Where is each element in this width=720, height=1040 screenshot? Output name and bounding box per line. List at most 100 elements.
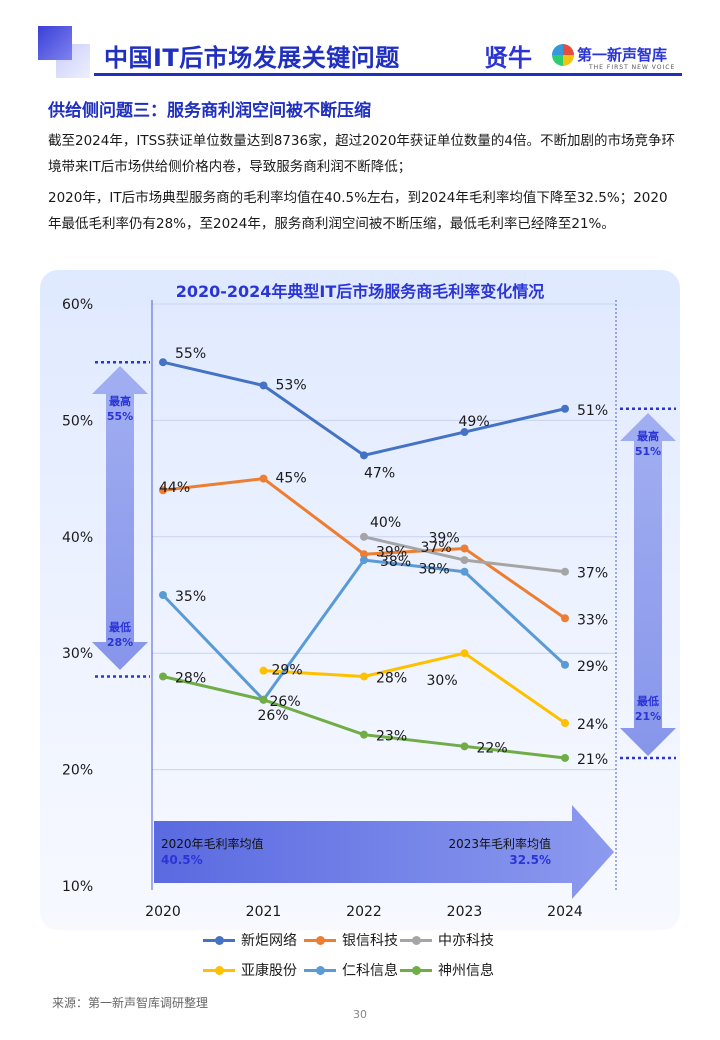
data-point [159,486,167,495]
paragraph-2: 2020年，IT后市场典型服务商的毛利率均值在40.5%左右，到2024年毛利率… [48,190,668,232]
legend-label: 仁科信息 [342,963,398,979]
data-point [360,451,368,460]
data-label: 39% [429,530,460,546]
data-label: 21% [577,752,608,768]
x-tick-label: 2021 [246,904,282,920]
avg-2020-value: 40.5% [161,853,203,867]
average-arrow: 2020年毛利率均值 40.5% 2023年毛利率均值 32.5% [154,805,614,899]
right-double-arrow [620,413,676,756]
legend-label: 银信科技 [342,933,398,949]
series-line [162,477,566,620]
data-point [360,730,368,739]
data-point [159,358,167,367]
page-title: 中国IT后市场发展关键问题 [104,44,400,72]
data-point [360,672,368,681]
legend-swatch [304,933,336,947]
legend-swatch [400,963,432,977]
chart-axes: 10% 20% 30% 40% 50% 60% 2020 2021 2022 2023 2024 [62,297,583,920]
data-label: 38% [380,554,411,570]
data-point [259,381,268,390]
page-number: 30 [353,1008,367,1021]
series-labels: 55% 53% 47% 49% 51% 44% 45% 39% 39% 33% 40% 37% 37% 2… [159,346,608,768]
data-point [460,742,469,751]
legend-item: 银信科技 [304,930,398,950]
brand-primary: 贤牛 [484,44,532,72]
y-tick-label: 40% [62,530,93,546]
left-high-label: 最高 [109,394,131,408]
data-label: 40% [370,515,401,531]
right-low-value: 21% [635,710,661,723]
title-underline [94,73,682,76]
data-point [259,474,268,483]
right-high-value: 51% [635,445,661,458]
data-point [561,567,569,576]
data-point [460,544,469,553]
line-chart: 2020年毛利率均值 40.5% 2023年毛利率均值 32.5% 最高 55% 最低 28… [62,297,676,920]
avg-2023-label: 2023年毛利率均值 [448,836,551,851]
data-label: 37% [421,540,452,556]
series-lines [159,358,569,762]
data-point [159,591,167,599]
y-tick-label: 50% [62,413,93,429]
left-double-arrow [92,366,148,670]
data-label: 51% [577,403,608,419]
y-tick-label: 10% [62,879,93,895]
legend-swatch [203,963,235,977]
data-point [159,672,167,681]
data-label: 30% [427,673,458,689]
data-point [460,649,469,658]
left-high-value: 55% [107,410,133,423]
left-low-label: 最低 [109,620,131,634]
y-tick-label: 20% [62,763,93,779]
right-low-label: 最低 [637,694,659,708]
data-label: 24% [577,717,608,733]
series-line [263,651,566,725]
legend-item: 新炬网络 [203,930,297,950]
brand-tagline: THE FIRST NEW VOICE [589,64,676,71]
data-point [561,614,569,623]
chart-grid [151,300,617,890]
legend-swatch [203,933,235,947]
avg-2023-value: 32.5% [509,853,551,867]
x-tick-label: 2024 [547,904,583,920]
y-tick-label: 30% [62,646,93,662]
data-label: 49% [459,414,490,430]
data-label: 55% [175,346,206,362]
x-tick-label: 2023 [447,904,483,920]
data-point [460,428,469,437]
legend-item: 亚康股份 [203,960,297,980]
data-label: 35% [175,589,206,605]
logo-square-dark [38,26,72,60]
legend-item: 神州信息 [400,960,494,980]
legend-label: 中亦科技 [438,933,494,949]
average-arrow-shape [154,805,614,899]
legend-item: 中亦科技 [400,930,494,950]
data-label: 22% [477,740,508,756]
data-label: 23% [376,729,407,745]
brand-secondary: 第一新声智库 [577,46,668,64]
data-label: 28% [175,670,206,686]
data-point [561,404,569,413]
brand-logo-icon [552,44,574,66]
data-label: 26% [270,694,301,710]
section-heading: 供给侧问题三：服务商利润空间被不断压缩 [48,101,371,121]
paragraph-1: 截至2024年，ITSS获证单位数量达到8736家，超过2020年获证单位数量的… [48,133,676,175]
data-label: 53% [276,377,307,393]
data-point [460,556,469,565]
data-point [561,719,569,728]
x-tick-label: 2022 [346,904,382,920]
legend-label: 新炬网络 [241,933,297,949]
data-label: 38% [419,562,450,578]
data-label: 47% [364,465,395,481]
data-point [561,660,569,669]
legend-label: 神州信息 [438,963,494,979]
data-point [259,695,268,704]
data-point [360,550,368,559]
legend-label: 亚康股份 [241,963,297,979]
data-point [259,666,268,675]
data-point [360,556,368,565]
y-tick-label: 60% [62,297,93,313]
legend-swatch [304,963,336,977]
data-label: 33% [577,612,608,628]
data-label: 28% [376,670,407,686]
